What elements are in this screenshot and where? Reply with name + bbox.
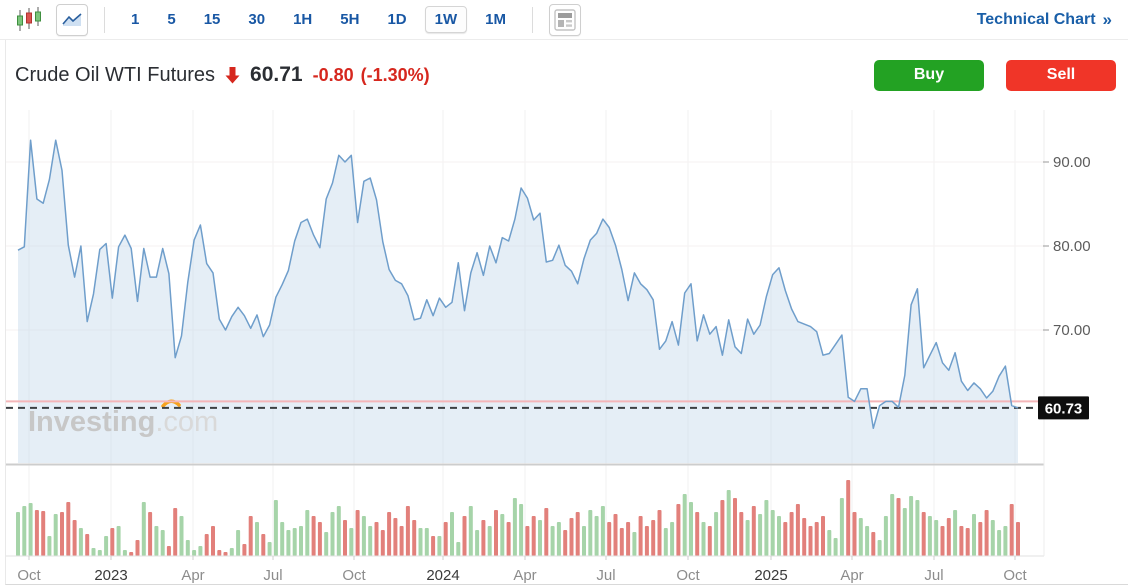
buy-button[interactable]: Buy bbox=[874, 59, 984, 91]
svg-text:Jul: Jul bbox=[924, 567, 943, 584]
svg-text:Apr: Apr bbox=[513, 567, 536, 584]
price-down-arrow-icon bbox=[225, 66, 240, 84]
timeframe-5[interactable]: 5 bbox=[167, 11, 176, 28]
svg-text:Oct: Oct bbox=[342, 567, 366, 584]
svg-text:Apr: Apr bbox=[181, 567, 204, 584]
svg-text:Oct: Oct bbox=[676, 567, 700, 584]
y-gridlines bbox=[6, 161, 1044, 331]
svg-text:80.00: 80.00 bbox=[1053, 238, 1091, 255]
last-price: 60.71 bbox=[250, 63, 303, 86]
timeframe-5h[interactable]: 5H bbox=[340, 11, 360, 28]
toolbar-divider bbox=[104, 6, 105, 33]
instrument-header: Crude Oil WTI Futures 60.71 -0.80 (-1.30… bbox=[6, 40, 1128, 110]
price-change: -0.80 (-1.30%) bbox=[313, 65, 430, 86]
chevron-right-icon: » bbox=[1102, 9, 1112, 29]
news-feed-icon[interactable] bbox=[548, 3, 581, 36]
timeframe-1d[interactable]: 1D bbox=[387, 11, 407, 28]
price-area bbox=[18, 140, 1018, 463]
timeframe-15[interactable]: 15 bbox=[203, 11, 221, 28]
svg-text:2025: 2025 bbox=[754, 567, 787, 584]
timeframe-1[interactable]: 1 bbox=[131, 11, 140, 28]
svg-text:2023: 2023 bbox=[94, 567, 127, 584]
line-chart-icon[interactable] bbox=[56, 3, 88, 36]
quote-chart-widget: Crude Oil WTI Futures 60.71 -0.80 (-1.30… bbox=[5, 40, 1128, 585]
timeframe-30[interactable]: 30 bbox=[248, 11, 266, 28]
price-line bbox=[17, 139, 1019, 430]
svg-text:Oct: Oct bbox=[1003, 567, 1027, 584]
svg-text:90.00: 90.00 bbox=[1053, 154, 1091, 171]
chart-toolbar: 1 5 15 30 1H 5H 1D 1W 1M Technical Chart » bbox=[0, 0, 1128, 40]
technical-chart-link[interactable]: Technical Chart » bbox=[977, 10, 1112, 30]
timeframe-1w[interactable]: 1W bbox=[424, 6, 468, 33]
change-value: -0.80 bbox=[312, 64, 354, 85]
volume-bars bbox=[16, 480, 1020, 556]
timeframe-group: 1 5 15 30 1H 5H 1D 1W 1M bbox=[121, 6, 516, 33]
svg-text:70.00: 70.00 bbox=[1053, 322, 1091, 339]
svg-text:Oct: Oct bbox=[17, 567, 41, 584]
svg-text:Apr: Apr bbox=[840, 567, 863, 584]
sell-button[interactable]: Sell bbox=[1006, 59, 1116, 91]
timeframe-1m[interactable]: 1M bbox=[485, 11, 506, 28]
technical-chart-label: Technical Chart bbox=[976, 10, 1096, 28]
investing-watermark: Investing.com bbox=[28, 406, 218, 438]
last-price-label: 60.73 bbox=[1038, 396, 1089, 420]
timeframe-1h[interactable]: 1H bbox=[293, 11, 313, 28]
instrument-title: Crude Oil WTI Futures bbox=[15, 63, 216, 86]
svg-text:Jul: Jul bbox=[263, 567, 282, 584]
x-axis-labels: Oct 2023 Apr Jul Oct 2024 Apr Jul Oct 2025 Apr Jul O… bbox=[17, 556, 1027, 584]
toolbar-divider bbox=[531, 6, 533, 33]
change-percent: (-1.30%) bbox=[360, 64, 430, 85]
svg-text:60.73: 60.73 bbox=[1045, 400, 1083, 417]
svg-text:2024: 2024 bbox=[426, 567, 459, 584]
y-axis-labels: 90.00 80.00 70.00 bbox=[1043, 154, 1091, 339]
svg-text:Jul: Jul bbox=[596, 567, 615, 584]
candlestick-chart-icon[interactable] bbox=[16, 6, 42, 34]
